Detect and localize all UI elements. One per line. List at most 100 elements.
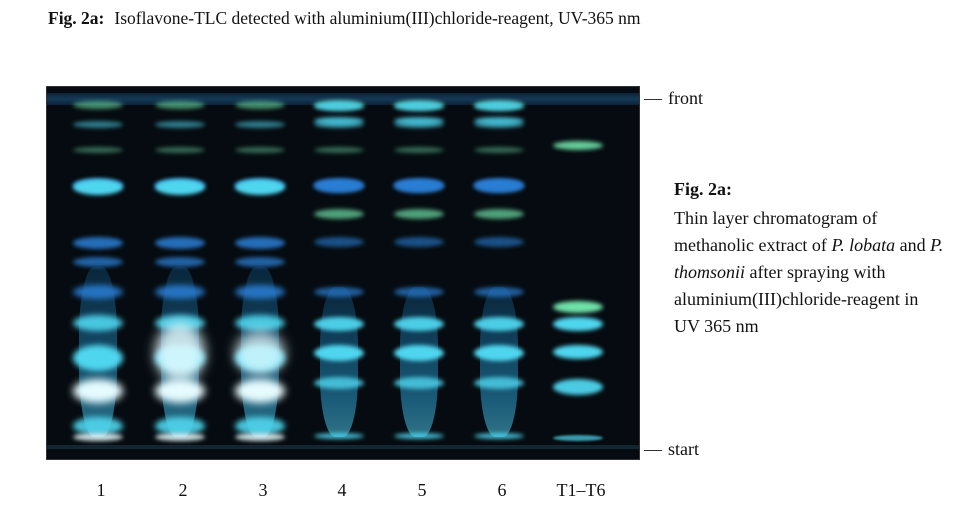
start-marker-label: start	[668, 439, 699, 459]
fluorescent-band	[235, 179, 285, 195]
fluorescent-band	[314, 433, 364, 439]
fluorescent-band	[394, 179, 444, 193]
figure-title-text: Isoflavone-TLC detected with aluminium(I…	[114, 8, 641, 28]
front-marker-label: front	[668, 88, 703, 108]
fluorescent-band	[314, 377, 364, 389]
fluorescent-band	[474, 179, 524, 193]
fluorescent-band	[474, 377, 524, 389]
lane-label-t1-t6: T1–T6	[556, 480, 606, 500]
fluorescent-band	[553, 141, 603, 150]
fluorescent-band	[394, 117, 444, 125]
fluorescent-band	[235, 331, 285, 375]
lane-smear	[400, 287, 438, 437]
fluorescent-band	[73, 315, 123, 331]
start-line	[47, 445, 639, 449]
lane-smear	[480, 287, 518, 437]
fluorescent-band	[73, 101, 123, 109]
lane-label-6: 6	[497, 480, 507, 500]
caption-species-2: P. thomsonii	[674, 235, 944, 282]
tlc-plate-image	[46, 86, 640, 460]
fluorescent-band	[314, 117, 364, 125]
fluorescent-band	[394, 237, 444, 247]
lane-label-2: 2	[178, 480, 188, 500]
fluorescent-band	[235, 379, 285, 403]
fluorescent-band	[394, 433, 444, 439]
tlc-lane-3	[235, 87, 285, 459]
fluorescent-band	[155, 121, 205, 128]
figure-title: Fig. 2a: Isoflavone-TLC detected with alu…	[48, 8, 641, 29]
fluorescent-band	[314, 317, 364, 331]
fluorescent-band	[155, 433, 205, 441]
fluorescent-band	[314, 101, 364, 111]
figure-caption: Fig. 2a: Thin layer chromatogram of meth…	[674, 176, 944, 340]
caption-species-1: P. lobata	[831, 235, 896, 255]
fluorescent-band	[155, 101, 205, 109]
fluorescent-band	[73, 121, 123, 128]
fluorescent-band	[394, 377, 444, 389]
fluorescent-band	[235, 417, 285, 435]
fluorescent-band	[73, 417, 123, 435]
caption-heading: Fig. 2a:	[674, 179, 732, 199]
fluorescent-band	[553, 301, 603, 313]
tlc-lane-1	[73, 87, 123, 459]
fluorescent-band	[394, 317, 444, 331]
fluorescent-band	[394, 101, 444, 111]
lane-label-3: 3	[258, 480, 268, 500]
tlc-lane-2	[155, 87, 205, 459]
fluorescent-band	[155, 179, 205, 195]
start-marker-dash: —	[644, 439, 662, 459]
lane-label-5: 5	[417, 480, 427, 500]
fluorescent-band	[474, 433, 524, 439]
tlc-lane-6	[474, 87, 524, 459]
figure-label: Fig. 2a:	[48, 8, 105, 28]
fluorescent-band	[235, 285, 285, 299]
fluorescent-band	[235, 147, 285, 153]
start-marker: — start	[644, 439, 699, 460]
fluorescent-band	[73, 345, 123, 371]
fluorescent-band	[235, 315, 285, 331]
fluorescent-band	[235, 121, 285, 128]
fluorescent-band	[394, 287, 444, 297]
fluorescent-band	[553, 345, 603, 359]
fluorescent-band	[73, 257, 123, 267]
fluorescent-band	[474, 117, 524, 125]
fluorescent-band	[155, 147, 205, 153]
fluorescent-band	[314, 345, 364, 361]
fluorescent-band	[394, 147, 444, 153]
fluorescent-band	[155, 417, 205, 435]
fluorescent-band	[73, 237, 123, 249]
fluorescent-band	[73, 285, 123, 299]
fluorescent-band	[314, 147, 364, 153]
front-marker-dash: —	[644, 88, 662, 108]
caption-text-2: and	[895, 235, 931, 255]
fluorescent-band	[474, 209, 524, 219]
fluorescent-band	[235, 257, 285, 267]
tlc-lane-4	[314, 87, 364, 459]
caption-text-1: Thin layer chromatogram of methanolic ex…	[674, 208, 878, 255]
fluorescent-band	[474, 345, 524, 361]
fluorescent-band	[474, 147, 524, 153]
fluorescent-band	[155, 379, 205, 403]
lane-label-4: 4	[337, 480, 347, 500]
fluorescent-band	[394, 345, 444, 361]
fluorescent-band	[73, 433, 123, 441]
fluorescent-band	[474, 101, 524, 111]
fluorescent-band	[474, 317, 524, 331]
fluorescent-band	[73, 147, 123, 153]
fluorescent-band	[474, 287, 524, 297]
fluorescent-band	[314, 287, 364, 297]
fluorescent-band	[155, 285, 205, 299]
fluorescent-band	[314, 237, 364, 247]
fluorescent-band	[553, 317, 603, 331]
fluorescent-band	[553, 435, 603, 441]
tlc-lane-7	[553, 87, 603, 459]
fluorescent-band	[73, 379, 123, 403]
fluorescent-band	[155, 237, 205, 249]
fluorescent-band	[394, 209, 444, 219]
lane-smear	[320, 287, 358, 437]
fluorescent-band	[235, 237, 285, 249]
fluorescent-band	[474, 237, 524, 247]
front-marker: — front	[644, 88, 703, 109]
lane-label-1: 1	[96, 480, 106, 500]
fluorescent-band	[155, 257, 205, 267]
